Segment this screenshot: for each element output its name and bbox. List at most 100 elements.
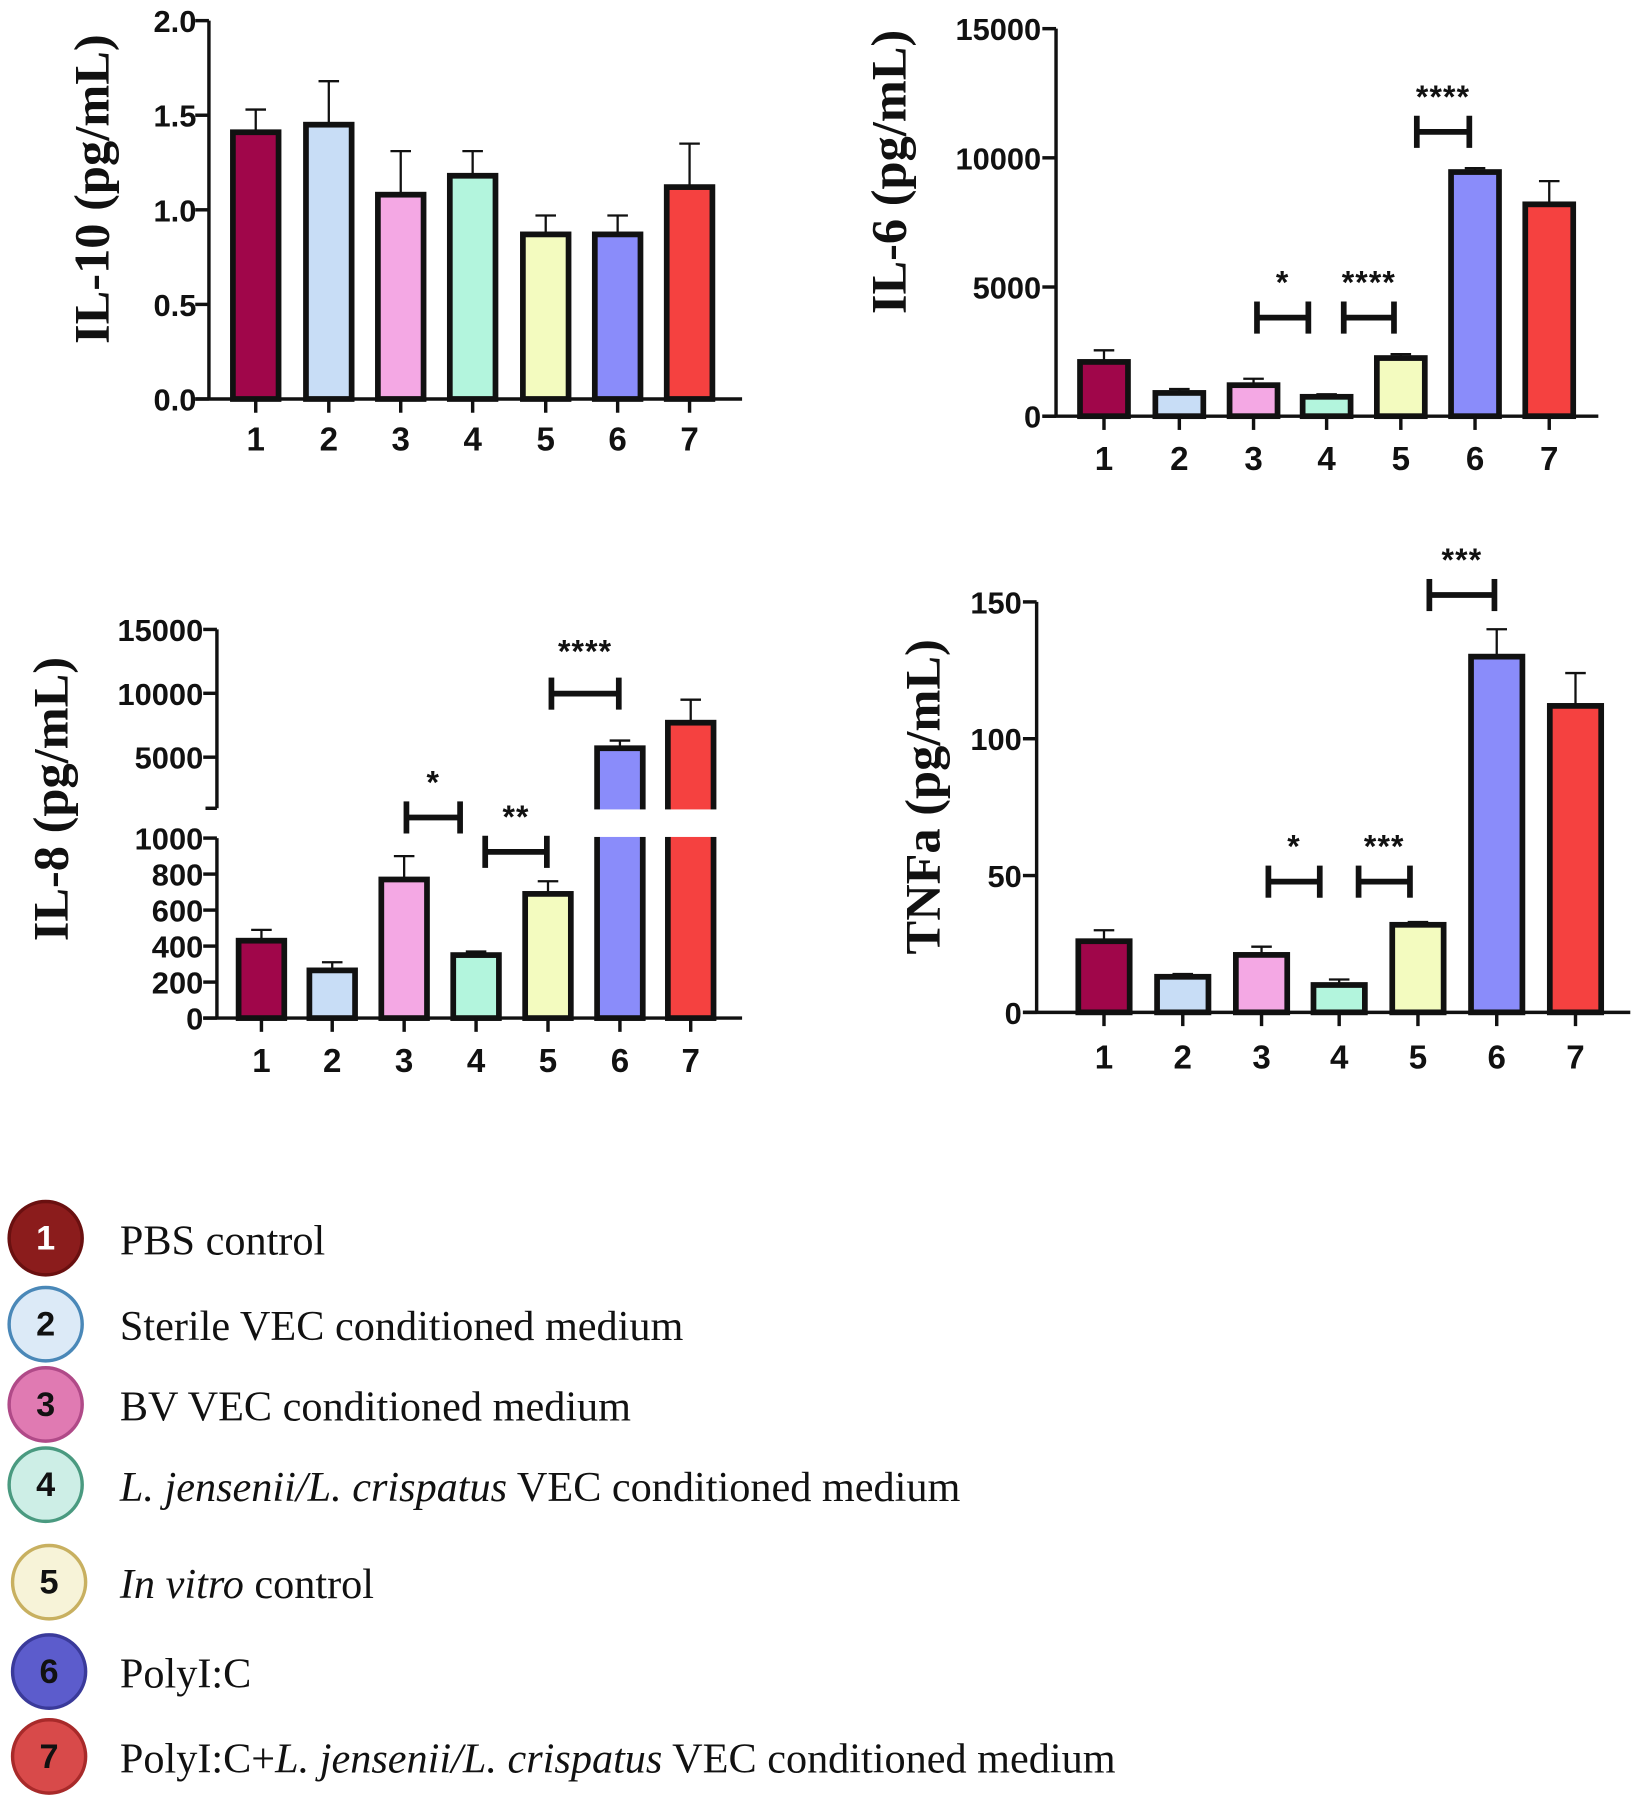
bar-3	[375, 191, 427, 402]
x-tick-label: 1	[252, 1043, 270, 1080]
x-tick-label: 7	[680, 422, 698, 459]
y-tick-label: 200	[152, 965, 203, 1000]
y-tick-label: 0	[1005, 996, 1022, 1031]
x-tick-label: 2	[1174, 1039, 1192, 1076]
y-tick-label: 1.5	[154, 99, 197, 134]
legend-label: In vitro control	[119, 1561, 374, 1608]
x-tick-label: 2	[1170, 441, 1188, 478]
bar-1	[235, 937, 288, 1021]
bar-2	[303, 121, 355, 402]
significance-label: *	[426, 764, 440, 800]
legend-marker-number: 2	[36, 1306, 55, 1344]
x-tick-label: 1	[1095, 441, 1113, 478]
chart-il10: 0.0 0.5 1.0 1.5 2.0 IL-10 (pg/mL) 1 2 3 4 5 6 7	[64, 4, 743, 459]
x-tick-label: 7	[682, 1043, 700, 1080]
bar-7	[663, 184, 716, 402]
legend-label: Sterile VEC conditioned medium	[120, 1303, 684, 1350]
legend-marker-circle	[10, 1543, 88, 1621]
legend-marker-circle	[7, 1366, 84, 1443]
legend-marker-number: 1	[36, 1220, 55, 1258]
bar-1	[230, 129, 282, 402]
bar-5	[1389, 921, 1447, 1016]
bar-6	[1468, 653, 1526, 1016]
y-axis-label: IL-8 (pg/mL)	[22, 657, 78, 941]
x-tick-label: 2	[320, 422, 338, 459]
legend-item-6: 6 PolyI:C	[10, 1633, 251, 1710]
legend-item-7: 7 PolyI:C+L. jensenii/L. crispatus VEC co…	[10, 1718, 1116, 1795]
legend-label: PBS control	[120, 1217, 325, 1264]
y-tick-label: 800	[152, 857, 203, 892]
x-tick-label: 7	[1566, 1039, 1584, 1076]
legend-marker-number: 4	[36, 1466, 55, 1504]
y-tick-label: 0	[186, 1001, 203, 1036]
bar-2	[1154, 973, 1212, 1016]
x-tick-label: 4	[1330, 1039, 1349, 1076]
x-tick-label: 4	[467, 1043, 486, 1080]
bar-6	[591, 231, 644, 402]
bar-5	[1373, 355, 1428, 420]
y-tick-label: 2.0	[154, 4, 197, 39]
legend-marker-number: 5	[40, 1564, 59, 1602]
y-tick-label: 1.0	[154, 193, 197, 228]
legend-item-5: 5 In vitro control	[10, 1543, 374, 1621]
significance-bracket: *	[1265, 829, 1323, 898]
legend-marker-circle	[7, 1446, 84, 1524]
x-tick-label: 1	[1095, 1039, 1113, 1076]
legend-label: BV VEC conditioned medium	[120, 1383, 631, 1430]
bar-5	[520, 231, 572, 402]
x-tick-label: 3	[1244, 441, 1262, 478]
y-tick-label: 600	[152, 893, 203, 928]
bar-4	[446, 172, 499, 402]
significance-label: ****	[1342, 264, 1396, 300]
significance-label: **	[502, 799, 529, 835]
x-tick-label: 5	[539, 1043, 557, 1080]
bar-7	[1546, 703, 1605, 1016]
y-tick-label: 1000	[135, 821, 204, 856]
legend-item-1: 1 PBS control	[7, 1199, 325, 1277]
bar-2	[306, 967, 358, 1021]
y-tick-label: 15000	[118, 613, 204, 648]
legend-label: PolyI:C	[120, 1651, 251, 1698]
x-tick-label: 5	[537, 422, 555, 459]
x-tick-label: 6	[1466, 441, 1484, 478]
x-tick-label: 7	[1540, 441, 1558, 478]
y-axis-label: IL-6 (pg/mL)	[860, 30, 916, 314]
legend-item-3: 3 BV VEC conditioned medium	[7, 1366, 631, 1443]
significance-label: *	[1276, 264, 1290, 300]
legend-marker-circle	[10, 1718, 88, 1795]
legend-label-part: VEC conditioned medium	[507, 1464, 960, 1511]
x-tick-label: 1	[247, 422, 265, 459]
significance-label: ****	[558, 634, 612, 670]
y-axis-label: IL-10 (pg/mL)	[64, 34, 120, 344]
x-tick-label: 5	[1409, 1039, 1427, 1076]
bar-3	[1226, 382, 1281, 420]
significance-bracket: ***	[1355, 829, 1413, 898]
significance-bracket: *	[403, 764, 463, 834]
legend-label-part: PolyI:C	[120, 1651, 251, 1698]
legend-label-part: PolyI:C+	[120, 1735, 275, 1782]
legend-label-part: L. jensenii/L. crispatus	[274, 1735, 662, 1782]
bar-4	[1310, 982, 1368, 1016]
legend-label-part: BV VEC conditioned medium	[120, 1383, 631, 1430]
bar-4	[1299, 393, 1354, 420]
x-tick-label: 3	[392, 422, 410, 459]
y-tick-label: 150	[970, 585, 1021, 620]
x-tick-label: 4	[1317, 441, 1336, 478]
significance-bracket: ***	[1426, 542, 1498, 612]
x-tick-label: 6	[1488, 1039, 1506, 1076]
x-tick-label: 2	[323, 1043, 341, 1080]
y-tick-label: 50	[988, 859, 1022, 894]
significance-label: ***	[1364, 829, 1405, 865]
bar-1	[1077, 359, 1131, 420]
x-tick-label: 6	[608, 422, 626, 459]
x-tick-label: 3	[395, 1043, 413, 1080]
bar-7	[665, 719, 717, 1021]
significance-label: *	[1287, 829, 1301, 865]
bar-3	[1232, 952, 1291, 1016]
legend-item-2: 2 Sterile VEC conditioned medium	[7, 1285, 684, 1363]
significance-bracket: ****	[548, 634, 622, 710]
legend-item-4: 4 L. jensenii/L. crispatus VEC conditione…	[7, 1446, 960, 1524]
bar-1	[1075, 938, 1133, 1016]
